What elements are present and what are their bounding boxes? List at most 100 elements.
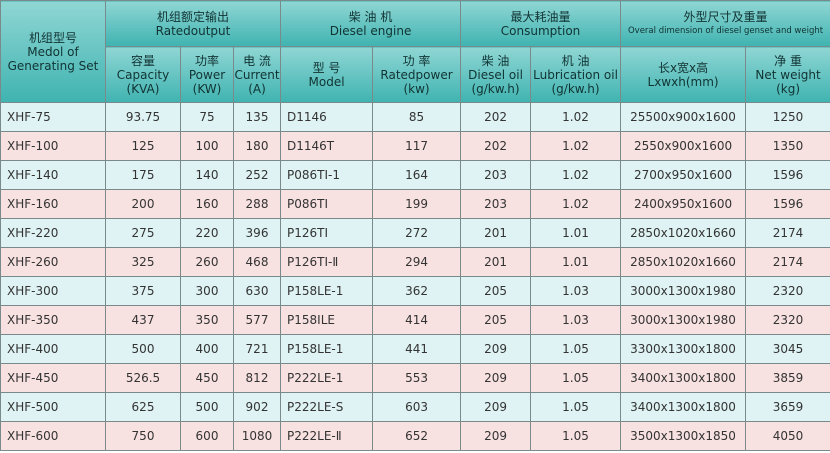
group-header: 外型尺寸及重量 Overal dimension of diesel genset… <box>620 0 830 47</box>
table-cell: 209 <box>460 392 532 422</box>
table-cell: 812 <box>232 363 282 393</box>
table-cell: 721 <box>232 334 282 364</box>
header-cell: 机组型号 Medol of Generating Set <box>0 0 106 103</box>
table-cell: XHF-140 <box>0 160 106 190</box>
table-cell: 201 <box>460 218 532 248</box>
table-cell: 1.05 <box>530 363 622 393</box>
header-zh: 容量 <box>130 53 155 68</box>
table-row: XHF-400 500 400 721 P158LE-1 441 209 1.05 3300x1… <box>0 334 830 364</box>
table-cell: 600 <box>180 421 234 451</box>
table-cell: 1.05 <box>530 392 622 422</box>
table-cell: 1.01 <box>530 247 622 277</box>
header-unit: (A) <box>248 81 266 96</box>
header-en: Net weight <box>755 67 821 82</box>
table-row: XHF-450 526.5 450 812 P222LE-1 553 209 1.05 3400… <box>0 363 830 393</box>
group-header: 柴 油 机 Diesel engine <box>280 0 462 47</box>
group-header: 最大耗油量 Consumption <box>460 0 622 47</box>
table-cell: XHF-220 <box>0 218 106 248</box>
table-cell: 400 <box>180 334 234 364</box>
table-cell: P126TI <box>280 218 374 248</box>
header-unit: (g/kw.h) <box>471 81 520 96</box>
header-en: Model <box>308 74 345 89</box>
table-row: XHF-350 437 350 577 P158ILE 414 205 1.03 3000x13… <box>0 305 830 335</box>
table-cell: D1146T <box>280 131 374 161</box>
table-row: XHF-260 325 260 468 P126TI-Ⅱ 294 201 1.01 2850x1… <box>0 247 830 277</box>
table-cell: P158LE-1 <box>280 276 374 306</box>
table-cell: P086TI <box>280 189 374 219</box>
table-cell: 203 <box>460 160 532 190</box>
table-cell: 3045 <box>745 334 830 364</box>
table-cell: 414 <box>372 305 462 335</box>
header-zh: 净 重 <box>774 53 802 68</box>
header-zh: 机 油 <box>561 53 590 68</box>
column-header: 机 油 Lubrication oil (g/kw.h) <box>530 46 622 103</box>
header-zh: 功 率 <box>402 53 431 68</box>
header-en: Lxwxh(mm) <box>647 74 719 89</box>
column-header: 长x宽x高 Lxwxh(mm) <box>620 46 747 103</box>
table-cell: 3400x1300x1800 <box>620 392 747 422</box>
table-cell: 468 <box>232 247 282 277</box>
table-cell: XHF-100 <box>0 131 106 161</box>
table-cell: 2320 <box>745 305 830 335</box>
table-cell: 902 <box>232 392 282 422</box>
group-header: 机组额定输出 Ratedoutput <box>104 0 282 47</box>
table-header: 机组型号 Medol of Generating Set 机组额定输出 Ratedou… <box>0 0 830 103</box>
table-cell: 450 <box>180 363 234 393</box>
header-zh: 柴 油 <box>481 53 510 68</box>
table-cell: 3300x1300x1800 <box>620 334 747 364</box>
header-en: Medol of Generating Set <box>7 44 99 73</box>
table-cell: 2174 <box>745 218 830 248</box>
table-cell: 1.03 <box>530 276 622 306</box>
table-cell: 437 <box>105 305 181 335</box>
table-cell: 201 <box>460 247 532 277</box>
header-zh: 长x宽x高 <box>657 60 709 75</box>
table-cell: 2850x1020x1660 <box>620 218 747 248</box>
table-cell: 1.02 <box>530 102 622 132</box>
table-cell: 2550x900x1600 <box>620 131 747 161</box>
table-cell: 93.75 <box>105 102 181 132</box>
table-cell: 750 <box>105 421 181 451</box>
table-cell: P222LE-S <box>280 392 374 422</box>
table-cell: 1.02 <box>530 160 622 190</box>
table-cell: 25500x900x1600 <box>620 102 747 132</box>
header-en: Power <box>188 67 226 82</box>
table-cell: 205 <box>460 276 532 306</box>
table-cell: 4050 <box>745 421 830 451</box>
table-cell: 500 <box>180 392 234 422</box>
column-header: 柴 油 Diesel oil (g/kw.h) <box>460 46 532 103</box>
table-cell: 1.05 <box>530 421 622 451</box>
table-cell: 553 <box>372 363 462 393</box>
table-cell: D1146 <box>280 102 374 132</box>
table-cell: XHF-260 <box>0 247 106 277</box>
table-cell: 577 <box>232 305 282 335</box>
column-header: 电 流 Current (A) <box>232 46 282 103</box>
table-cell: 3500x1300x1850 <box>620 421 747 451</box>
table-cell: 1596 <box>745 189 830 219</box>
table-cell: 1350 <box>745 131 830 161</box>
table-cell: 288 <box>232 189 282 219</box>
header-en: Diesel oil <box>468 67 523 82</box>
column-header: 容量 Capacity (KVA) <box>105 46 181 103</box>
table-cell: 2174 <box>745 247 830 277</box>
table-cell: 275 <box>105 218 181 248</box>
table-cell: 2320 <box>745 276 830 306</box>
table-cell: 3000x1300x1980 <box>620 305 747 335</box>
table-cell: 205 <box>460 305 532 335</box>
header-en: Overal dimension of diesel genset and we… <box>627 25 824 36</box>
table-cell: 2400x950x1600 <box>620 189 747 219</box>
header-en: Ratedoutput <box>155 23 231 38</box>
header-unit: (KVA) <box>126 81 160 96</box>
table-cell: P158LE-1 <box>280 334 374 364</box>
table-cell: 2850x1020x1660 <box>620 247 747 277</box>
table-cell: 75 <box>180 102 234 132</box>
table-row: XHF-160 200 160 288 P086TI 199 203 1.02 2400x950… <box>0 189 830 219</box>
table-body: XHF-75 93.75 75 135 D1146 85 202 1.02 25500x900x… <box>0 102 830 451</box>
column-header: 功率 Power (KW) <box>180 46 234 103</box>
table-cell: 209 <box>460 334 532 364</box>
table-row: XHF-100 125 100 180 D1146T 117 202 1.02 2550x900… <box>0 131 830 161</box>
table-cell: P222LE-Ⅱ <box>280 421 374 451</box>
table-cell: 180 <box>232 131 282 161</box>
table-cell: 294 <box>372 247 462 277</box>
header-zh: 最大耗油量 <box>510 9 571 24</box>
table-row: XHF-220 275 220 396 P126TI 272 201 1.01 2850x102… <box>0 218 830 248</box>
